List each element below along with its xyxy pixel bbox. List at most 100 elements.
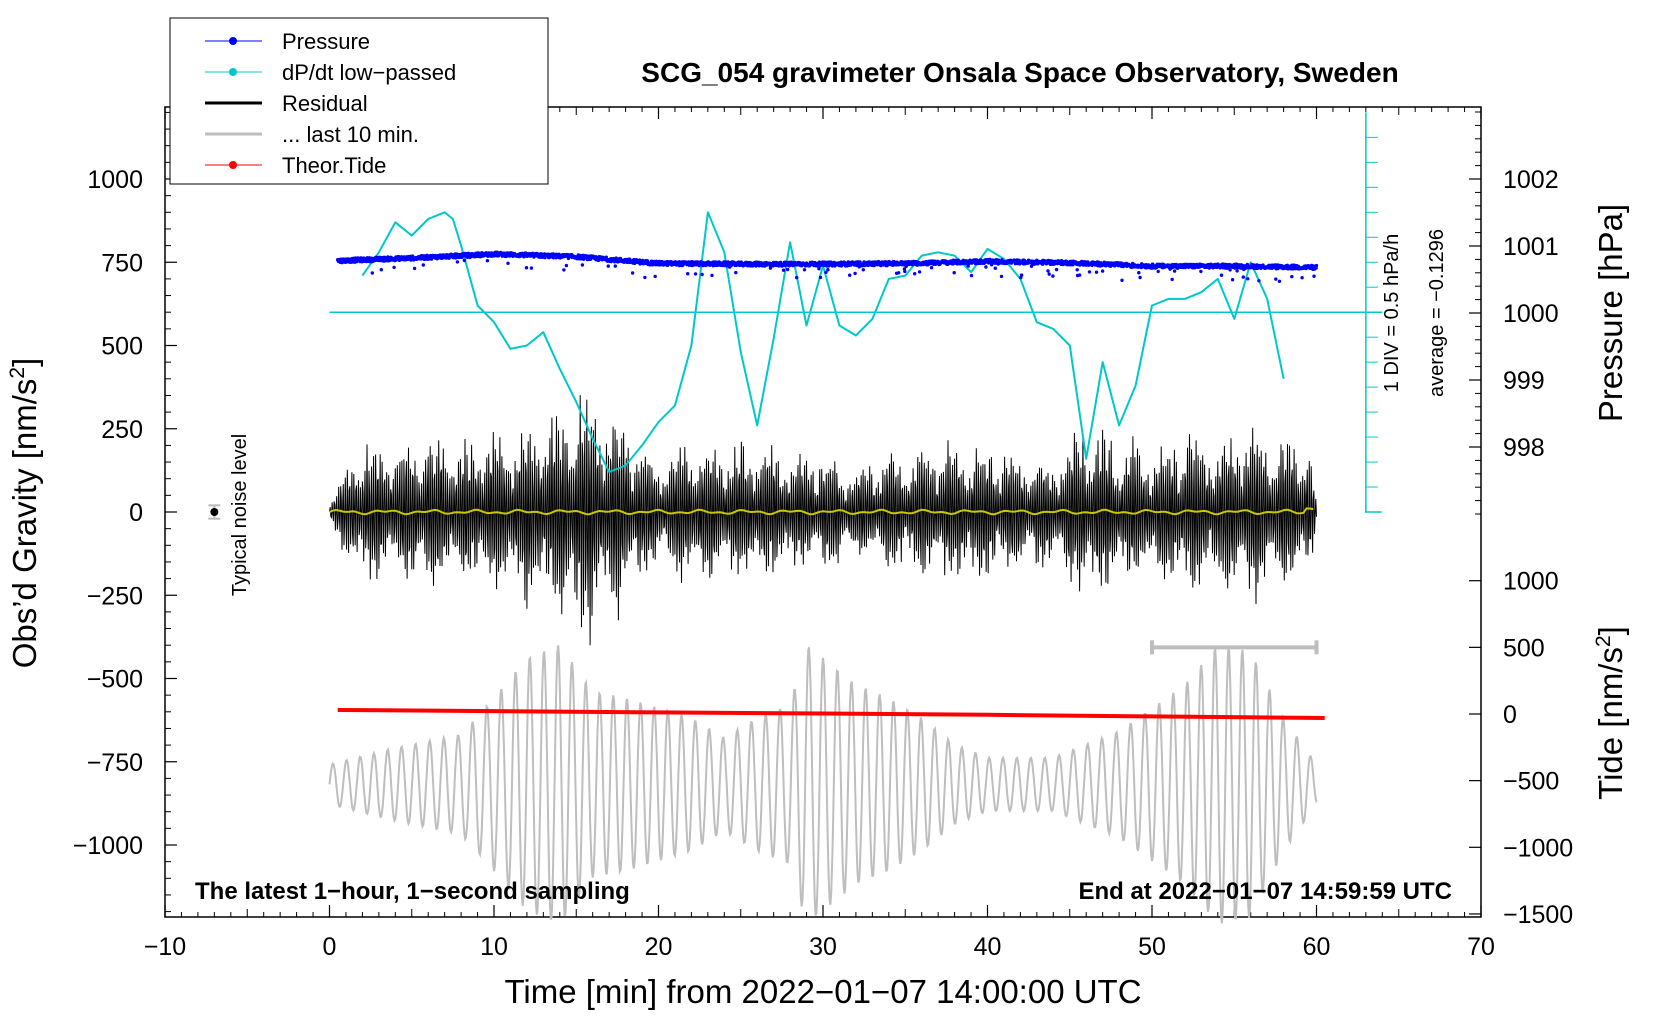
y-tick-label: 500: [101, 333, 143, 361]
pressure-point: [984, 265, 988, 269]
legend: Pressure dP/dt low−passed Residual ... last…: [169, 17, 549, 185]
pressure-point: [613, 264, 617, 268]
legend-label: dP/dt low−passed: [282, 60, 456, 85]
pressure-point: [902, 267, 907, 271]
pressure-point: [897, 271, 901, 275]
pressure-point: [392, 265, 396, 270]
pressure-point: [1156, 269, 1160, 274]
pressure-point: [785, 267, 790, 272]
x-tick-label: 50: [1138, 933, 1166, 961]
y-axis-title-gravity-end: ]: [6, 358, 43, 367]
dpdt-line: [361, 211, 1285, 473]
pressure-point: [795, 275, 799, 280]
pressure-point: [1172, 269, 1177, 273]
legend-label: Theor.Tide: [282, 153, 386, 178]
pressure-point: [693, 272, 698, 276]
pressure-point: [1077, 273, 1082, 277]
x-tick-label: 30: [809, 933, 837, 961]
y-axis-title-gravity-main: Obs’d Gravity [nm/s: [6, 379, 43, 669]
pressure-point: [999, 274, 1004, 279]
pressure-point: [529, 266, 534, 270]
y-axis-title-gravity: Obs’d Gravity [nm/s2]: [6, 358, 43, 669]
pressure-point: [379, 268, 383, 272]
noise-point: [210, 508, 219, 516]
pressure-point: [872, 263, 877, 268]
y-axis-pressure: 1002 1001 1000 999 998: [1469, 111, 1559, 515]
pressure-point: [1257, 279, 1261, 283]
pressure-point: [993, 266, 997, 270]
x-tick-label: 20: [645, 933, 673, 961]
tide-tick-label: 0: [1503, 701, 1517, 729]
pressure-point: [1094, 270, 1099, 274]
pressure-point: [455, 260, 460, 264]
last-10-min-line: [328, 645, 1318, 924]
pressure-point: [1051, 274, 1055, 278]
pressure-point: [817, 260, 821, 264]
pressure-point: [929, 266, 934, 270]
pressure-point: [778, 260, 783, 264]
pressure-point: [1277, 279, 1282, 283]
pressure-tick-label: 999: [1503, 367, 1545, 395]
y-tick-label: 750: [101, 249, 143, 277]
pressure-point: [917, 270, 922, 274]
pressure-tick-label: 998: [1503, 434, 1545, 462]
pressure-point: [1274, 277, 1278, 281]
tide-tick-label: −1000: [1503, 834, 1573, 862]
dpdt-scale-label: 1 DIV = 0.5 hPa/h: [1381, 234, 1403, 392]
pressure-point: [1075, 268, 1079, 272]
legend-swatch-marker: [229, 68, 237, 76]
theoretical-tide-line: [337, 708, 1325, 720]
y-axis-title-pressure: Pressure [hPa]: [1592, 204, 1629, 422]
x-axis-title: Time [min] from 2022−01−07 14:00:00 UTC: [504, 973, 1141, 1010]
pressure-tick-label: 1000: [1503, 300, 1559, 328]
noise-level-label: Typical noise level: [229, 434, 251, 596]
tide-tick-label: −1500: [1503, 901, 1573, 929]
y-axis-title-tide: Tide [nm/s2]: [1592, 626, 1629, 800]
pressure-point: [580, 263, 585, 267]
y-tick-label: 0: [129, 499, 143, 527]
pressure-point: [447, 256, 451, 260]
pressure-point: [1312, 274, 1316, 278]
tide-tick-label: −500: [1503, 768, 1559, 796]
pressure-tick-label: 1001: [1503, 233, 1559, 261]
y-axis-tide: 1000 500 0 −500 −1000 −1500: [1469, 568, 1573, 929]
pressure-point: [913, 272, 917, 276]
x-tick-label: 0: [323, 933, 337, 961]
pressure-point: [1029, 264, 1034, 268]
pressure-point: [1100, 269, 1105, 273]
y-axis-title-tide-sup: 2: [1592, 635, 1615, 647]
pressure-point: [1199, 269, 1203, 274]
legend-label: Pressure: [282, 29, 370, 54]
series-layer: [208, 112, 1383, 924]
pressure-point: [370, 271, 374, 275]
pressure-point: [802, 268, 807, 272]
dpdt-average-label: average = −0.1296: [1426, 229, 1448, 397]
end-time-note: End at 2022−01−07 14:59:59 UTC: [1078, 878, 1452, 905]
pressure-point: [710, 273, 714, 278]
sampling-note: The latest 1−hour, 1−second sampling: [195, 878, 630, 905]
y-tick-label: −750: [87, 749, 143, 777]
pressure-point: [824, 270, 828, 274]
pressure-point: [1314, 266, 1318, 270]
pressure-point: [643, 275, 647, 280]
legend-swatch-marker: [229, 161, 237, 169]
x-tick-label: 40: [974, 933, 1002, 961]
pressure-point: [645, 259, 650, 263]
y-tick-label: −1000: [73, 832, 143, 860]
pressure-point: [734, 270, 738, 275]
y-axis-title-tide-end: ]: [1592, 626, 1629, 635]
legend-label: Residual: [282, 91, 368, 116]
residual-smoothed-line: [329, 507, 1314, 516]
chart-title: SCG_054 gravimeter Onsala Space Observat…: [641, 57, 1398, 88]
pressure-point: [1300, 276, 1304, 280]
pressure-point: [1120, 278, 1124, 282]
y-tick-label: −500: [87, 666, 143, 694]
y-axis-title-tide-main: Tide [nm/s: [1592, 647, 1629, 800]
pressure-point: [1137, 271, 1141, 275]
pressure-point: [1054, 267, 1059, 272]
x-tick-label: −10: [144, 933, 186, 961]
pressure-point: [861, 268, 865, 272]
pressure-point: [818, 275, 823, 280]
legend-entries: Pressure dP/dt low−passed Residual ... last…: [205, 29, 456, 178]
pressure-point: [630, 271, 635, 275]
